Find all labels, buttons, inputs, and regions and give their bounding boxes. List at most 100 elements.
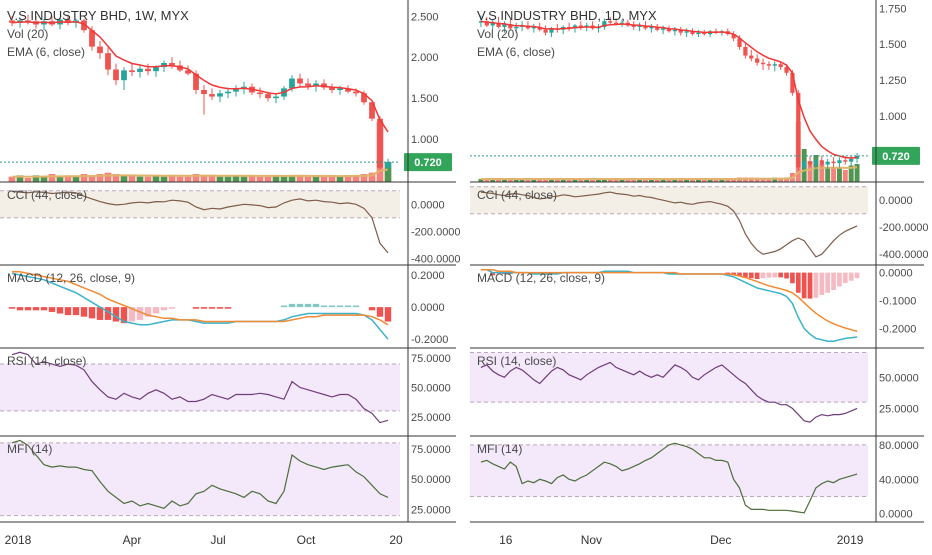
candle-body [766,64,772,66]
macd-histogram-bar [795,272,801,293]
volume-bar [192,174,200,182]
pane-tick-label: 0.0000 [879,268,913,280]
volume-bar [619,179,625,182]
macd-histogram-bar [304,303,312,308]
time-tick-label: 2019 [837,533,864,547]
candle-body [760,62,766,65]
volume-bar [501,179,507,182]
pane-tick-label: -0.1000 [879,296,916,308]
macd-histogram-bar [200,307,208,309]
candle-body [353,91,359,94]
volume-bar [336,176,344,182]
candle-body [672,29,677,32]
pane-tick-label: -0.2000 [411,334,448,346]
macd-histogram-bar [813,272,819,298]
volume-bar [643,179,648,182]
pane-tick-label: 25.0000 [411,412,451,424]
macd-histogram-bar [748,272,754,279]
time-tick-label: Dec [710,533,731,547]
candle-body [321,83,327,88]
volume-bar [637,179,643,182]
indicator-band [0,190,400,218]
candle-body [543,29,548,33]
macd-histogram-bar [320,305,328,308]
candle-body [613,22,619,25]
volume-bar [368,172,376,182]
volume-bar [842,170,848,182]
candle-body [531,26,536,29]
macd-histogram-bar [490,272,496,276]
volume-bar [507,179,513,182]
last-price-badge [872,146,920,165]
macd-histogram-bar [731,272,736,275]
macd-histogram-bar [352,305,360,308]
volume-bar [484,179,490,182]
candle-body [337,88,343,90]
macd-histogram-bar [152,307,160,314]
candle-body [796,92,801,168]
macd-histogram-bar [743,272,748,278]
volume-bar [648,179,654,182]
volume-bar [224,176,232,182]
pane-title: RSI (14, close) [477,354,556,368]
candle-body [749,55,754,59]
pane-tick-label: 0.2000 [411,270,445,282]
volume-bar [548,179,554,182]
macd-histogram-bar [136,307,144,320]
ema-line [480,20,858,159]
candle-body [121,70,127,81]
volume-bar [168,175,176,182]
volume-bar [328,176,336,182]
macd-histogram-bar [144,307,152,317]
volume-bar [701,179,707,182]
volume-bar [240,176,248,182]
candle-body [25,20,31,22]
volume-bar [819,164,825,182]
candle-body [807,161,813,165]
candle-body [819,160,824,165]
volume-bar [742,177,748,182]
pane-tick-label: 80.0000 [879,440,919,452]
candle-body [177,65,183,71]
candle-body [608,21,613,23]
volume-bar [128,175,136,182]
candle-body [813,160,819,165]
pane-tick-label: -200.0000 [411,226,461,238]
macd-histogram-bar [40,307,48,311]
candle-body [369,102,375,119]
volume-bar [754,179,760,182]
candle-body [537,26,542,30]
macd-histogram-bar [104,307,112,320]
time-tick-label: Jul [210,533,225,547]
candle-body [702,32,707,35]
macd-histogram-bar [328,305,336,308]
macd-histogram-bar [288,303,296,308]
signal-line [12,271,389,326]
candle-body [731,34,736,39]
chart-title: V.S INDUSTRY BHD, 1D, MYX [477,8,657,23]
price-tick-label: 1.000 [879,111,907,123]
volume-bar [280,176,288,182]
volume-bar [200,175,208,182]
pane-tick-label: 75.0000 [411,353,451,365]
candle-body [273,96,279,99]
macd-histogram-bar [96,307,104,320]
pane-title: MACD (12, 26, close, 9) [477,271,605,285]
candle-body [81,20,87,31]
volume-bar [543,179,549,182]
mfi-line [11,439,389,509]
candle-body [743,47,748,56]
candle-body [484,21,489,26]
macd-histogram-bar [48,307,56,312]
volume-bar [8,176,16,182]
volume-bar [807,161,813,182]
candle-body [129,70,135,72]
volume-bar [654,179,660,182]
volume-bar [320,175,328,182]
candle-body [737,38,742,47]
pane-tick-label: 50.0000 [411,474,451,486]
macd-histogram-bar [807,272,813,299]
pane-tick-label: 50.0000 [879,372,919,384]
candle-body [778,64,783,68]
